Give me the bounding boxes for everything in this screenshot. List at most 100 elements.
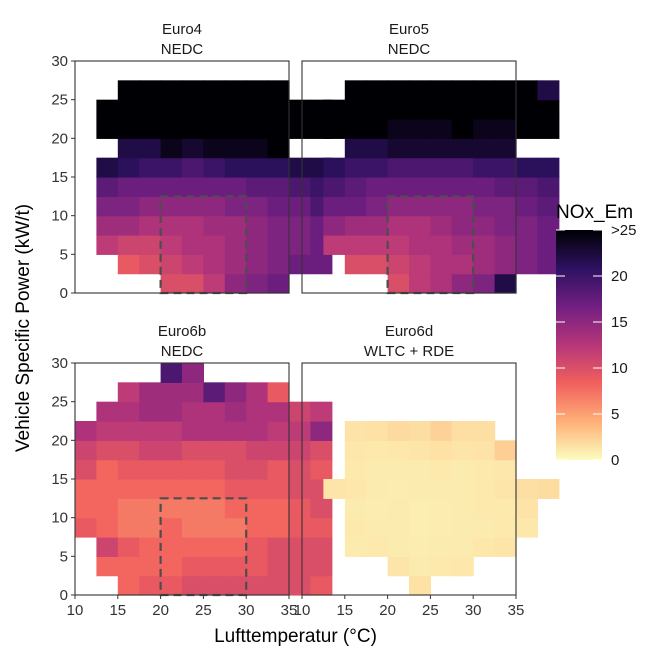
heatmap-cell [224, 80, 247, 101]
heatmap-cell [494, 177, 517, 197]
heatmap-cell [289, 196, 311, 217]
legend-tick-label: 15 [611, 314, 628, 331]
heatmap-cell [473, 537, 496, 557]
heatmap-cell [494, 254, 517, 275]
heatmap-cell [537, 196, 560, 217]
heatmap-cell [409, 196, 431, 217]
heatmap-cell [344, 215, 367, 236]
heatmap-cell [246, 196, 269, 217]
panel-2: Euro5 NEDC [301, 21, 560, 295]
heatmap-cell [182, 254, 204, 275]
heatmap-cell [516, 80, 538, 101]
heatmap-cell [267, 157, 290, 178]
heatmap-cell [473, 421, 496, 441]
heatmap-cell [117, 196, 140, 217]
x-tick-label: 20 [152, 602, 169, 619]
heatmap-cell [494, 459, 517, 480]
legend-tick-label: 5 [611, 406, 619, 423]
heatmap-cell [366, 138, 389, 159]
heatmap-cell [139, 537, 162, 557]
y-tick-label: 10 [51, 208, 68, 225]
heatmap-cell [344, 177, 367, 197]
heatmap-cell [387, 177, 410, 197]
heatmap-cell [139, 99, 162, 120]
heatmap-cell [182, 177, 204, 197]
heatmap-cell [473, 235, 496, 255]
heatmap-cell [96, 215, 119, 236]
heatmap-cell [246, 157, 269, 178]
heatmap-cell [387, 80, 410, 101]
heatmap-cell [267, 517, 290, 538]
heatmap-cell [267, 254, 290, 275]
heatmap-cell [203, 382, 226, 403]
heatmap-cell [267, 479, 290, 499]
heatmap-cell [203, 556, 226, 577]
heatmap-cell [409, 254, 431, 275]
heatmap-cell [182, 479, 204, 499]
heatmap-cell [224, 157, 247, 178]
heatmap-cell [117, 421, 140, 441]
heatmap-cell [366, 498, 389, 519]
heatmap-cell [473, 177, 496, 197]
y-axis-title: Vehicle Specific Power (kW/t) [13, 204, 34, 452]
y-tick-label: 20 [51, 130, 68, 147]
heatmap-cell [75, 421, 97, 441]
heatmap-cell [96, 235, 119, 255]
heatmap-cell [473, 498, 496, 519]
heatmap-cell [289, 177, 311, 197]
heatmap-cell [344, 440, 367, 461]
heatmap-cell [117, 459, 140, 480]
heatmap-cell [310, 498, 333, 519]
heatmap-cell [366, 215, 389, 236]
heatmap-cell [366, 537, 389, 557]
panel-title-line: Euro6d [385, 323, 433, 340]
heatmap-cell [139, 401, 162, 422]
heatmap-cell [224, 138, 247, 159]
heatmap-cell [96, 459, 119, 480]
heatmap-cell [537, 254, 560, 275]
heatmap-cell [366, 80, 389, 101]
heatmap-cell [160, 273, 183, 294]
heatmap-cell [203, 177, 226, 197]
heatmap-cell [160, 440, 183, 461]
heatmap-cell [387, 235, 410, 255]
y-tick-label: 30 [51, 355, 68, 372]
heatmap-cell [203, 498, 226, 519]
heatmap-cell [473, 254, 496, 275]
heatmap-cell [246, 517, 269, 538]
heatmap-cell [203, 440, 226, 461]
heatmap-cell [387, 99, 410, 120]
heatmap-cell [430, 119, 453, 139]
heatmap-cell [139, 235, 162, 255]
heatmap-cell [117, 401, 140, 422]
heatmap-cell [387, 273, 410, 294]
heatmap-cell [387, 498, 410, 519]
legend-colorbar [556, 230, 602, 460]
heatmap-cell [224, 254, 247, 275]
heatmap-cell [246, 537, 269, 557]
heatmap-cell [224, 119, 247, 139]
x-tick-label: 10 [67, 602, 84, 619]
heatmap-cell [387, 459, 410, 480]
heatmap-cell [451, 537, 474, 557]
heatmap-cell [366, 99, 389, 120]
heatmap-cell [96, 537, 119, 557]
heatmap-cell [224, 273, 247, 294]
heatmap-cell [430, 517, 453, 538]
heatmap-cell [117, 254, 140, 275]
heatmap-cell [75, 479, 97, 499]
heatmap-cell [267, 235, 290, 255]
heatmap-cell [117, 498, 140, 519]
heatmap-cell [344, 537, 367, 557]
heatmap-cell [289, 235, 311, 255]
heatmap-cell [139, 157, 162, 178]
heatmap-cell [537, 177, 560, 197]
heatmap-cell [246, 177, 269, 197]
heatmap-cell [387, 157, 410, 178]
panel-border [301, 60, 517, 294]
y-tick-label: 30 [51, 53, 68, 70]
legend-tick-label: >25 [611, 222, 636, 239]
heatmap-cell [451, 157, 474, 178]
heatmap-cell [246, 459, 269, 480]
heatmap-cell [246, 119, 269, 139]
